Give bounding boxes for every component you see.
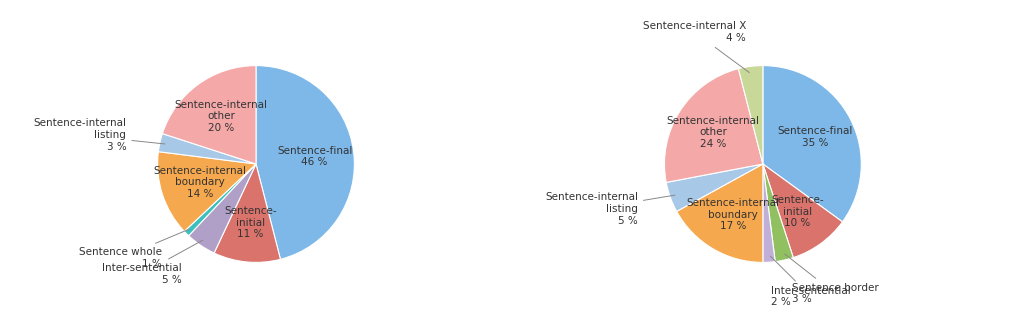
Wedge shape xyxy=(667,164,763,212)
Text: Sentence border
3 %: Sentence border 3 % xyxy=(784,254,879,304)
Wedge shape xyxy=(677,164,763,262)
Text: Sentence-internal
boundary
14 %: Sentence-internal boundary 14 % xyxy=(154,166,247,199)
Wedge shape xyxy=(738,66,763,164)
Text: Sentence-internal
other
20 %: Sentence-internal other 20 % xyxy=(175,100,268,133)
Text: Sentence-final
46 %: Sentence-final 46 % xyxy=(276,146,352,167)
Wedge shape xyxy=(665,69,763,182)
Wedge shape xyxy=(763,164,775,262)
Text: Sentence whole
1 %: Sentence whole 1 % xyxy=(79,229,189,269)
Text: Sentence-
initial
11 %: Sentence- initial 11 % xyxy=(224,206,276,239)
Wedge shape xyxy=(214,164,281,262)
Text: Inter-sentential
2 %: Inter-sentential 2 % xyxy=(770,256,851,307)
Text: Sentence-internal
listing
3 %: Sentence-internal listing 3 % xyxy=(34,118,165,152)
Text: Sentence-internal
other
24 %: Sentence-internal other 24 % xyxy=(667,116,760,149)
Wedge shape xyxy=(184,164,256,236)
Wedge shape xyxy=(158,152,256,231)
Text: Sentence-
initial
10 %: Sentence- initial 10 % xyxy=(771,195,824,228)
Wedge shape xyxy=(763,164,843,257)
Wedge shape xyxy=(159,133,256,164)
Text: Sentence-internal X
4 %: Sentence-internal X 4 % xyxy=(643,21,750,72)
Wedge shape xyxy=(763,66,861,222)
Wedge shape xyxy=(763,164,794,262)
Wedge shape xyxy=(256,66,354,259)
Wedge shape xyxy=(188,164,256,253)
Text: Sentence-internal
listing
5 %: Sentence-internal listing 5 % xyxy=(545,193,675,226)
Wedge shape xyxy=(163,66,256,164)
Text: Sentence-internal
boundary
17 %: Sentence-internal boundary 17 % xyxy=(686,198,779,232)
Text: Inter-sentential
5 %: Inter-sentential 5 % xyxy=(101,240,203,285)
Text: Sentence-final
35 %: Sentence-final 35 % xyxy=(778,126,853,148)
